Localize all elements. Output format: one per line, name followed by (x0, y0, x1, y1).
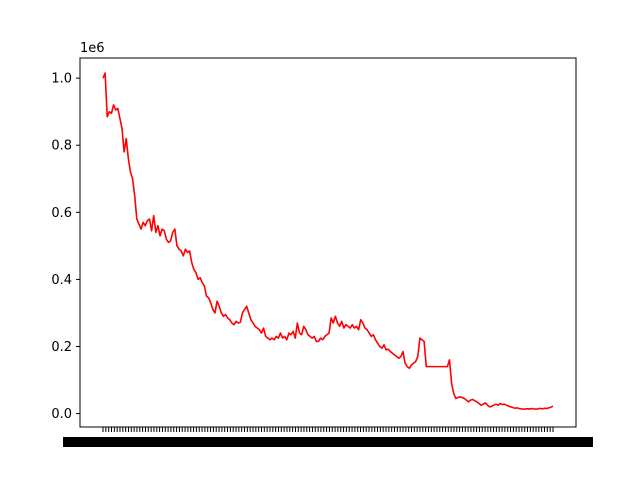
y-tick-label: 0.8 (51, 139, 72, 154)
x-tick-labels-overlapping (63, 437, 593, 447)
series-line-0 (102, 72, 554, 411)
x-axis-ticks (63, 427, 593, 447)
y-axis-ticks: 0.0 0.2 0.4 0.6 0.8 1.0 (51, 72, 80, 422)
y-tick-label: 0.2 (51, 340, 72, 355)
y-tick-label: 1.0 (51, 72, 72, 87)
y-offset-label: 1e6 (80, 41, 105, 56)
y-tick-label: 0.0 (51, 407, 72, 422)
y-tick-label: 0.4 (51, 273, 72, 288)
plot-area (80, 58, 576, 427)
y-tick-label: 0.6 (51, 206, 72, 221)
series-layer (102, 72, 554, 411)
axes-frame (79, 57, 577, 428)
